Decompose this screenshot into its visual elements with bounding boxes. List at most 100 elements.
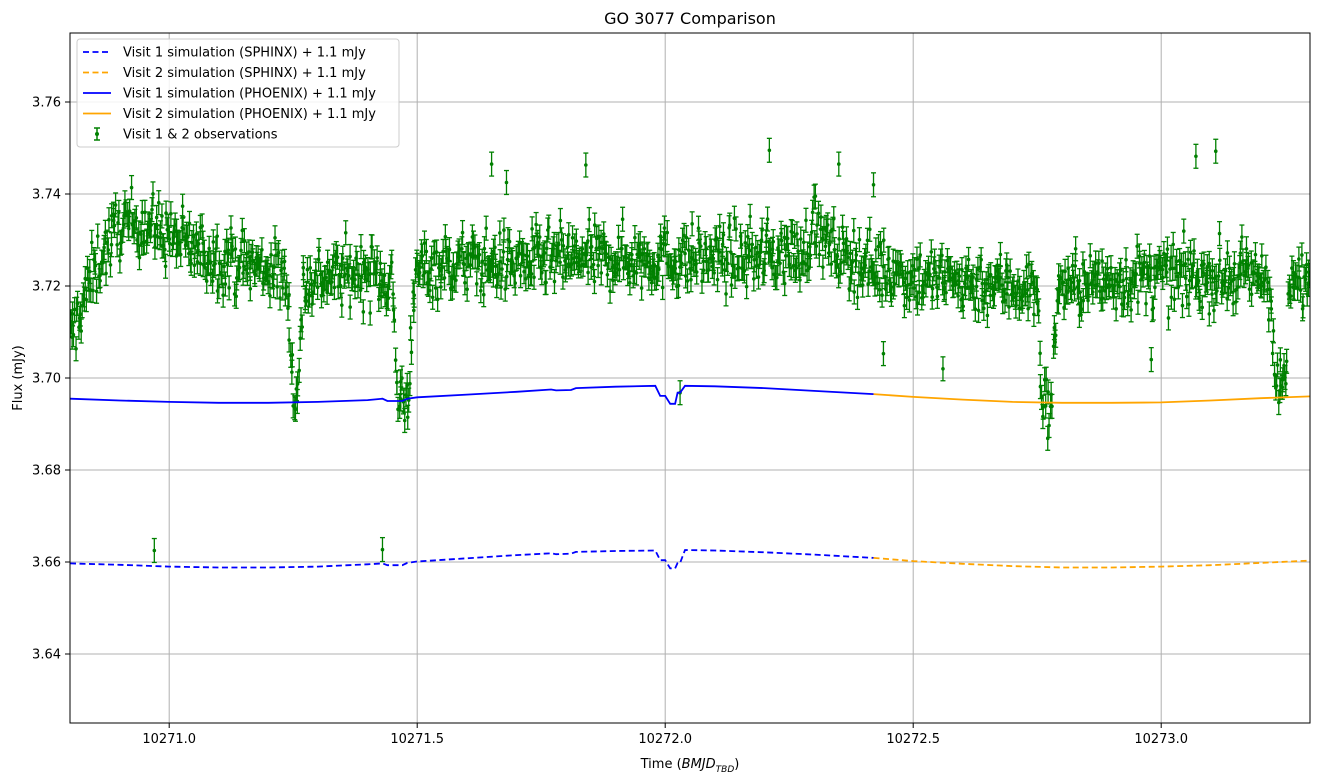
observation-point	[267, 283, 273, 309]
observation-point	[1080, 287, 1086, 314]
observation-point	[591, 251, 597, 278]
observation-point	[956, 263, 962, 289]
y-tick-label: 3.74	[32, 188, 61, 203]
observation-point	[1077, 268, 1083, 294]
observation-point	[342, 261, 348, 287]
observation-point	[637, 231, 643, 257]
observation-point	[685, 268, 691, 294]
observation-point	[615, 251, 621, 277]
observation-point	[853, 242, 859, 268]
observation-point	[1190, 253, 1196, 279]
observation-point	[1217, 220, 1223, 247]
observation-point	[1053, 322, 1059, 348]
observation-point	[360, 299, 366, 325]
observation-point	[759, 217, 765, 243]
observation-point	[1037, 340, 1043, 366]
observation-point	[1231, 266, 1237, 293]
observation-point	[879, 282, 885, 308]
observation-point	[254, 251, 260, 277]
observation-point	[688, 267, 694, 293]
observation-point	[430, 284, 436, 310]
observation-point	[1237, 240, 1243, 266]
observation-point	[681, 222, 687, 249]
observation-point	[1148, 346, 1154, 373]
observation-point	[450, 252, 456, 278]
observation-point	[779, 227, 785, 254]
observation-point	[402, 407, 408, 434]
observation-point	[306, 282, 312, 308]
observation-point	[765, 206, 771, 232]
observation-point	[720, 222, 726, 248]
observation-point	[141, 229, 147, 256]
observation-point	[89, 229, 95, 255]
observation-point	[1266, 307, 1272, 333]
observation-point	[999, 272, 1005, 298]
observation-point	[1213, 138, 1219, 164]
observation-point	[1298, 277, 1304, 303]
observation-point	[585, 228, 591, 254]
observation-point	[367, 300, 373, 326]
observation-point	[133, 205, 139, 231]
observation-point	[82, 265, 88, 292]
observation-point	[655, 242, 661, 268]
y-tick-label: 3.64	[32, 648, 61, 663]
x-tick-label: 10273.0	[1134, 732, 1188, 747]
observation-point	[518, 263, 524, 289]
observation-point	[446, 237, 452, 263]
observation-point	[476, 242, 482, 268]
observation-point	[792, 223, 798, 249]
observation-point	[1148, 255, 1154, 281]
observation-point	[449, 274, 455, 300]
observation-point	[1072, 276, 1078, 302]
observation-point	[892, 271, 898, 297]
observation-point	[1043, 393, 1049, 419]
observation-point	[1060, 269, 1066, 295]
observation-point	[331, 274, 337, 301]
observation-point	[717, 213, 723, 240]
observation-point	[180, 216, 186, 242]
observation-point	[1104, 274, 1110, 301]
observation-point	[116, 199, 122, 226]
observation-point	[1045, 379, 1051, 405]
legend-item: Visit 2 simulation (SPHINX) + 1.1 mJy	[83, 66, 366, 81]
observation-point	[339, 292, 345, 318]
observation-point	[90, 277, 96, 304]
observation-point	[446, 259, 452, 286]
observation-point	[1079, 296, 1085, 322]
observation-point	[1096, 250, 1102, 276]
observation-point	[573, 244, 579, 271]
observation-point	[689, 211, 695, 237]
observation-point	[304, 256, 310, 283]
observation-point	[586, 206, 592, 233]
observation-point	[856, 227, 862, 253]
observation-point	[880, 341, 886, 367]
observation-point	[512, 270, 518, 296]
observation-point	[1086, 272, 1092, 298]
observation-point	[1118, 257, 1124, 284]
observation-point	[1179, 292, 1185, 319]
observation-point	[884, 270, 890, 297]
observation-point	[851, 279, 857, 305]
observation-point	[813, 233, 819, 259]
y-axis-label: Flux (mJy)	[11, 345, 26, 411]
observation-point	[871, 172, 877, 198]
observation-point	[199, 213, 205, 239]
observation-point	[732, 263, 738, 290]
observation-point	[277, 285, 283, 311]
observation-point	[770, 229, 776, 255]
legend-label: Visit 1 simulation (SPHINX) + 1.1 mJy	[123, 46, 366, 61]
observations-series	[70, 137, 1310, 564]
observation-point	[782, 270, 788, 297]
observation-point	[610, 267, 616, 294]
observation-point	[1231, 251, 1237, 277]
observation-point	[727, 212, 733, 238]
observation-point	[877, 277, 883, 303]
observation-point	[374, 245, 380, 271]
observation-point	[1284, 348, 1290, 374]
observation-point	[151, 537, 157, 564]
legend-box	[76, 38, 400, 148]
observation-point	[917, 242, 923, 268]
observation-point	[460, 219, 466, 246]
observation-point	[500, 239, 506, 265]
y-axis-ticks: 3.64 3.66 3.68 3.70 3.72 3.74 3.76	[32, 96, 70, 663]
